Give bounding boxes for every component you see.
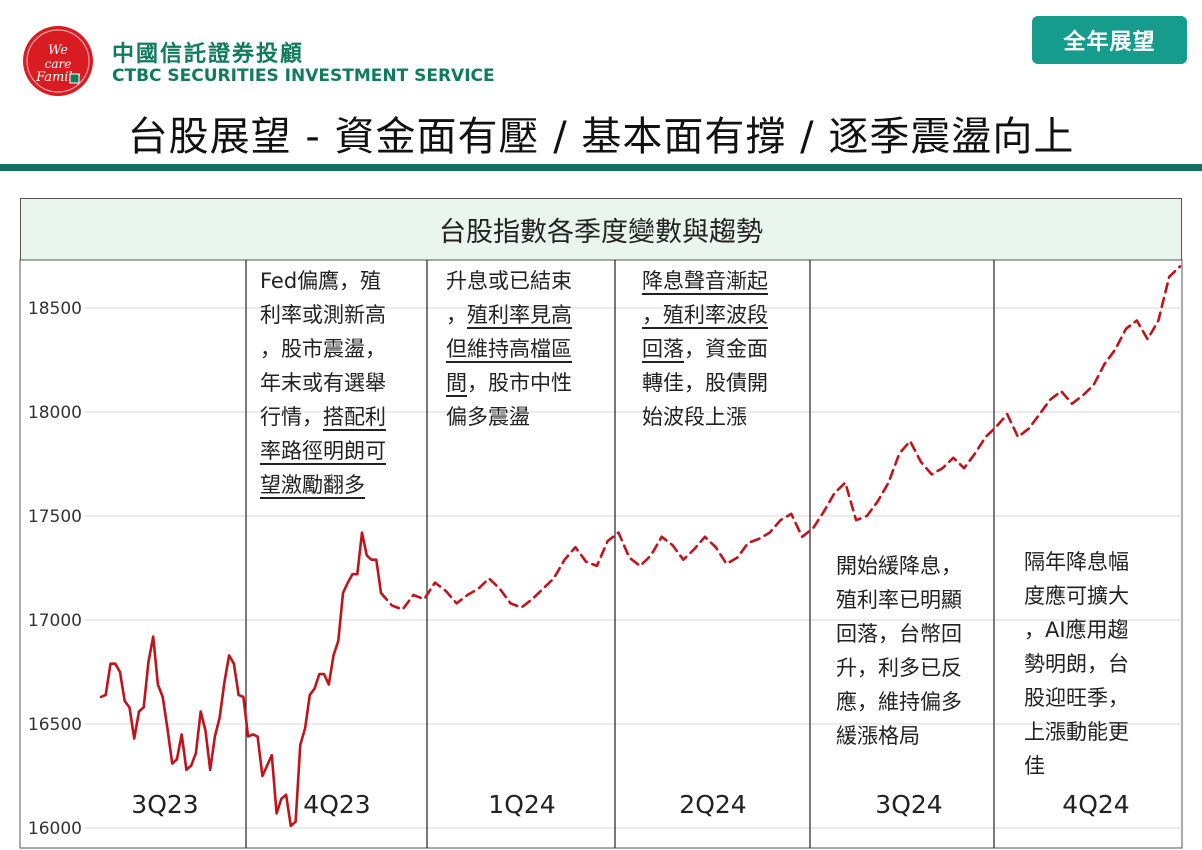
note-line: 升，利多已反 — [836, 656, 962, 680]
note-4q24: 隔年降息幅度應可擴大 ，AI應用趨 勢明朗，台股迎旺季， 上漲動能更佳 — [1024, 545, 1129, 783]
note-line: 殖利率已明顯 — [836, 588, 962, 612]
note-line: 勢明朗，台 — [1024, 652, 1129, 676]
note-line: 利率或測新高 — [260, 303, 386, 327]
note-line: 隔年降息幅 — [1024, 550, 1129, 574]
y-tick-label: 17500 — [28, 507, 82, 527]
y-tick-label: 18000 — [28, 403, 82, 423]
brand-name-en: CTBC SECURITIES INVESTMENT SERVICE — [112, 66, 495, 86]
note-line: Fed偏鷹，殖 — [260, 269, 382, 293]
ctbc-logo: We care Family — [23, 26, 93, 96]
note-line: 但維持高檔區 — [446, 337, 572, 361]
note-line: 始波段上漲 — [642, 405, 747, 429]
note-3q24: 開始緩降息， 殖利率已明顯 回落，台幣回 升，利多已反 應，維持偏多 緩漲格局 — [836, 549, 962, 753]
brand-name-cn: 中國信託證券投顧 — [112, 42, 305, 67]
quarter-label-3q23: 3Q23 — [131, 790, 199, 819]
y-tick-label: 17000 — [28, 611, 82, 631]
note-line: 度應可擴大 — [1024, 584, 1129, 608]
note-line: ，股市震盪， — [260, 337, 386, 361]
note-line: 率路徑明朗可 — [260, 439, 386, 463]
svg-text:We: We — [48, 43, 68, 58]
note-line: 佳 — [1024, 754, 1045, 778]
chart-title: 台股指數各季度變數與趨勢 — [20, 198, 1182, 260]
note-line: ，殖利率見高 — [446, 303, 572, 327]
quarter-label-4q24: 4Q24 — [1062, 790, 1130, 819]
y-tick-label: 16000 — [28, 819, 82, 839]
note-line: 回落，資金面 — [642, 337, 768, 361]
note-line: 回落，台幣回 — [836, 622, 962, 646]
note-line: 升息或已結束 — [446, 269, 572, 293]
note-line: 行情，搭配利 — [260, 405, 386, 429]
note-line: 年末或有選舉 — [260, 371, 386, 395]
quarter-label-1q24: 1Q24 — [488, 790, 556, 819]
note-line: 上漲動能更 — [1024, 720, 1129, 744]
quarter-label-3q24: 3Q24 — [875, 790, 943, 819]
note-line: 轉佳，股債開 — [642, 371, 768, 395]
actual-index-line — [99, 531, 383, 828]
quarter-label-2q24: 2Q24 — [679, 790, 747, 819]
note-4q23: Fed偏鷹，殖 利率或測新高 ，股市震盪， 年末或有選舉 行情，搭配利 率路徑明朗可 望激勵… — [260, 264, 386, 502]
chart-frame — [19, 259, 1183, 849]
svg-text:Family: Family — [35, 70, 81, 85]
note-line: 緩漲格局 — [836, 724, 920, 748]
note-line: 降息聲音漸起 — [642, 269, 768, 293]
svg-text:care: care — [45, 57, 72, 71]
title-divider — [0, 164, 1202, 171]
annual-outlook-badge: 全年展望 — [1032, 16, 1187, 64]
forecast-index-line — [379, 265, 1182, 611]
note-line: ，AI應用趨 — [1024, 618, 1129, 642]
note-line: 間，股市中性 — [446, 371, 572, 395]
note-line: 望激勵翻多 — [260, 473, 365, 497]
page-title: 台股展望 - 資金面有壓 / 基本面有撐 / 逐季震盪向上 — [127, 114, 1075, 160]
note-2q24: 降息聲音漸起 ，殖利率波段 回落，資金面 轉佳，股債開 始波段上漲 — [642, 264, 768, 434]
note-1q24: 升息或已結束 ，殖利率見高 但維持高檔區 間，股市中性 偏多震盪 — [446, 264, 572, 434]
y-tick-label: 16500 — [28, 715, 82, 735]
note-line: 開始緩降息， — [836, 554, 962, 578]
y-tick-label: 18500 — [28, 299, 82, 319]
note-line: 股迎旺季， — [1024, 686, 1129, 710]
note-line: 應，維持偏多 — [836, 690, 962, 714]
note-line: ，殖利率波段 — [642, 303, 768, 327]
note-line: 偏多震盪 — [446, 405, 530, 429]
quarter-label-4q23: 4Q23 — [303, 790, 371, 819]
